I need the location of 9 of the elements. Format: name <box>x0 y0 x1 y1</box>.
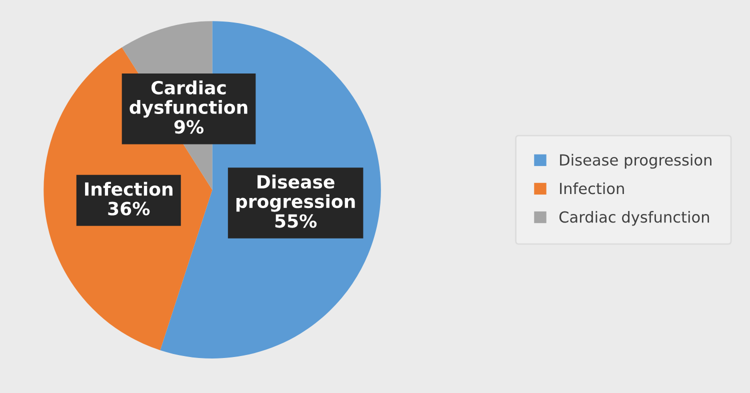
slice-label: Infection <box>85 182 172 196</box>
data-label: 9% <box>174 120 204 134</box>
data-label: 36% <box>108 202 150 216</box>
legend-label: Disease progression <box>560 154 712 169</box>
data-label: 55% <box>275 214 317 228</box>
legend-label: Infection <box>560 182 624 194</box>
legend-label: Cardiac dysfunction <box>559 210 709 226</box>
slice-label: Disease progression <box>236 174 355 212</box>
slice-label: Cardiac dysfunction <box>130 80 248 118</box>
